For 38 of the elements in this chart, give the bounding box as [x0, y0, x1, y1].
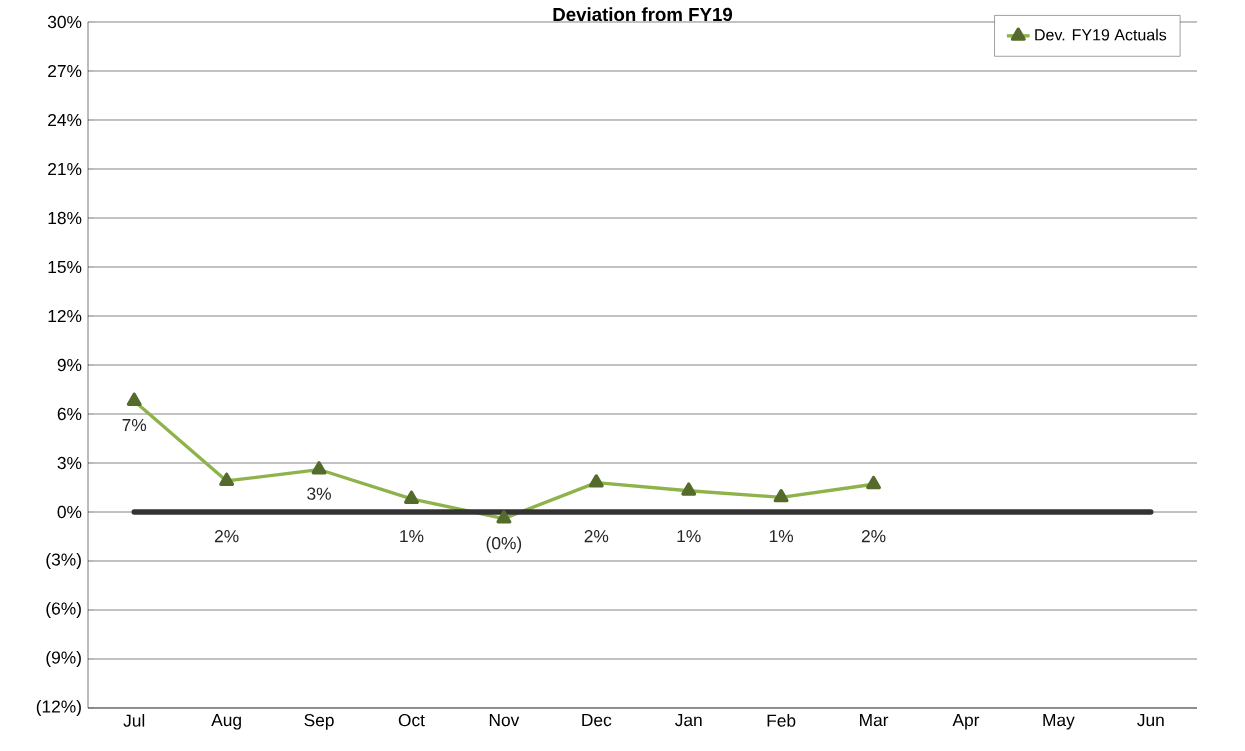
- x-tick-label: Apr: [952, 714, 980, 730]
- y-tick-label: (9%): [46, 650, 81, 668]
- data-label: 7%: [122, 418, 147, 432]
- x-tick-label: Jul: [123, 714, 145, 727]
- x-tick-label: Mar: [860, 714, 889, 727]
- y-tick-label: 15%: [48, 260, 82, 274]
- data-label: 2%: [584, 530, 609, 543]
- data-label: (0%): [486, 536, 522, 553]
- chart-title: Deviation from FY19: [553, 7, 733, 22]
- x-tick-label: Nov: [489, 714, 520, 727]
- data-label: 2%: [861, 530, 886, 543]
- data-label: 1%: [677, 530, 701, 543]
- y-tick-label: 12%: [48, 309, 82, 323]
- legend-label: Dev. FY19 Actuals: [1035, 28, 1167, 41]
- data-label: 1%: [400, 530, 424, 543]
- data-label: 2%: [214, 530, 239, 543]
- x-tick-label: Feb: [767, 714, 796, 727]
- y-tick-label: (12%): [36, 699, 81, 717]
- y-tick-label: (3%): [46, 552, 81, 570]
- x-tick-label: Jan: [675, 714, 702, 727]
- y-tick-label: 3%: [57, 456, 82, 470]
- data-label: 1%: [769, 530, 794, 543]
- y-tick-label: (6%): [46, 601, 81, 619]
- x-tick-label: Dec: [582, 714, 612, 727]
- y-tick-label: 24%: [48, 113, 82, 127]
- x-tick-label: Sep: [304, 714, 334, 730]
- y-tick-label: 0%: [57, 505, 82, 519]
- y-tick-label: 9%: [57, 358, 82, 372]
- y-tick-label: 30%: [47, 15, 82, 29]
- x-tick-label: May: [1043, 714, 1075, 730]
- x-tick-label: Oct: [398, 714, 425, 727]
- y-tick-label: 6%: [57, 407, 82, 421]
- y-tick-label: 18%: [48, 211, 82, 225]
- y-tick-label: 21%: [48, 162, 82, 176]
- x-tick-label: Aug: [211, 714, 241, 730]
- x-tick-label: Jun: [1137, 714, 1164, 727]
- y-tick-label: 27%: [48, 64, 82, 78]
- data-label: 3%: [307, 487, 331, 500]
